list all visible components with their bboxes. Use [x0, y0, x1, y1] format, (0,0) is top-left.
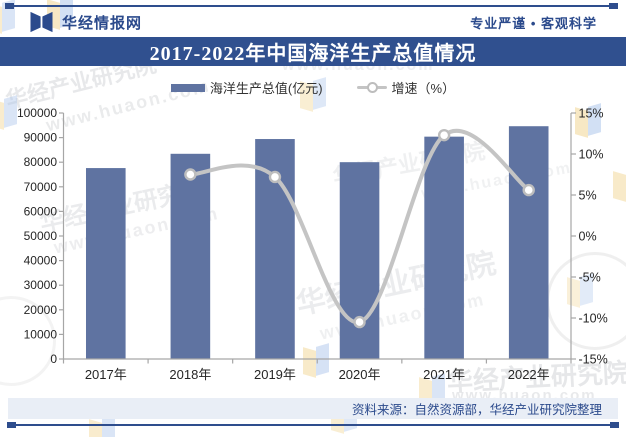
- left-axis-label: 30000: [24, 278, 58, 292]
- left-axis-label: 100000: [17, 106, 57, 120]
- line-swatch-marker-icon: [366, 82, 378, 93]
- left-axis-label: 70000: [24, 180, 58, 194]
- line-marker-2022年: [522, 183, 535, 197]
- line-marker-2021年: [437, 128, 451, 142]
- brand: 华经情报网: [29, 11, 142, 33]
- x-axis-label: 2017年: [85, 367, 127, 382]
- header: 华经情报网 专业严谨 • 客观科学: [29, 11, 597, 33]
- left-axis-label: 80000: [24, 155, 58, 169]
- source-note: 资料来源：自然资源部，华经产业研究院整理: [8, 398, 618, 419]
- x-axis-label: 2018年: [169, 367, 211, 382]
- legend-item-bar: 海洋生产总值(亿元): [170, 78, 323, 97]
- brand-logo-icon: [30, 11, 53, 33]
- right-axis-label: 10%: [579, 148, 604, 162]
- left-axis-label: 20000: [24, 303, 58, 317]
- left-axis-label: 0: [50, 352, 57, 366]
- line-marker-2018年: [184, 168, 197, 181]
- title-bar: 2017-2022年中国海洋生产总值情况: [0, 37, 626, 66]
- line-marker-2019年: [268, 170, 282, 184]
- x-axis-label: 2021年: [423, 367, 465, 382]
- legend-item-line: 增速（%）: [356, 78, 456, 97]
- left-axis-label: 50000: [24, 229, 58, 243]
- right-axis-label: -10%: [579, 312, 608, 326]
- right-axis-label: 15%: [579, 107, 604, 121]
- left-axis-label: 10000: [24, 327, 58, 341]
- bar-series-swatch: [170, 83, 205, 92]
- bar-2022年: [508, 126, 549, 359]
- chart-legend: 海洋生产总值(亿元) 增速（%）: [0, 78, 626, 97]
- line-series-swatch: [356, 82, 387, 93]
- top-rule: [5, 3, 618, 9]
- right-axis-label: -15%: [579, 353, 608, 367]
- brand-name: 华经情报网: [62, 14, 143, 32]
- bar-2017年: [85, 168, 126, 359]
- left-axis-label: 60000: [24, 204, 58, 218]
- left-axis-label: 40000: [24, 254, 58, 268]
- right-axis-label: 0%: [579, 230, 597, 244]
- line-marker-2020年: [353, 315, 366, 329]
- x-axis-label: 2020年: [339, 367, 381, 382]
- x-axis-label: 2022年: [508, 367, 550, 382]
- legend-bar-label: 海洋生产总值(亿元): [209, 81, 323, 96]
- bar-2018年: [170, 153, 211, 359]
- left-axis-label: 90000: [24, 131, 58, 145]
- x-axis-label: 2019年: [254, 367, 296, 382]
- bar-2020年: [339, 162, 380, 359]
- right-axis-label: -5%: [579, 271, 601, 285]
- source-text: 资料来源：自然资源部，华经产业研究院整理: [351, 403, 602, 417]
- legend-line-label: 增速（%）: [391, 81, 456, 96]
- bar-2021年: [424, 136, 464, 359]
- header-slogan: 专业严谨 • 客观科学: [470, 15, 597, 31]
- right-axis-label: 5%: [579, 189, 597, 203]
- chart-title: 2017-2022年中国海洋生产总值情况: [149, 43, 477, 65]
- bottom-rule: [7, 422, 619, 428]
